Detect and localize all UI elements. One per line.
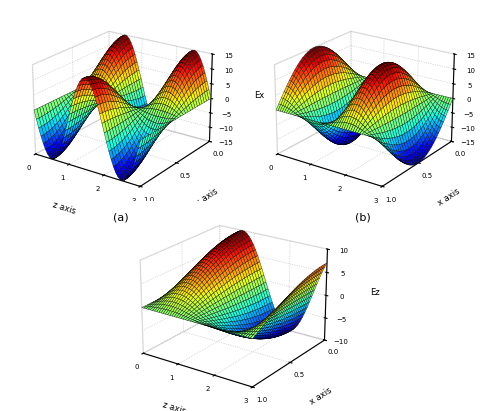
Title: (a): (a) (113, 212, 129, 222)
X-axis label: z axis: z axis (51, 201, 76, 217)
Y-axis label: x axis: x axis (308, 386, 333, 407)
Title: (b): (b) (355, 212, 371, 222)
Y-axis label: x axis: x axis (195, 187, 220, 208)
X-axis label: z axis: z axis (161, 401, 186, 411)
X-axis label: z axis: z axis (293, 201, 318, 217)
Y-axis label: x axis: x axis (437, 187, 462, 208)
